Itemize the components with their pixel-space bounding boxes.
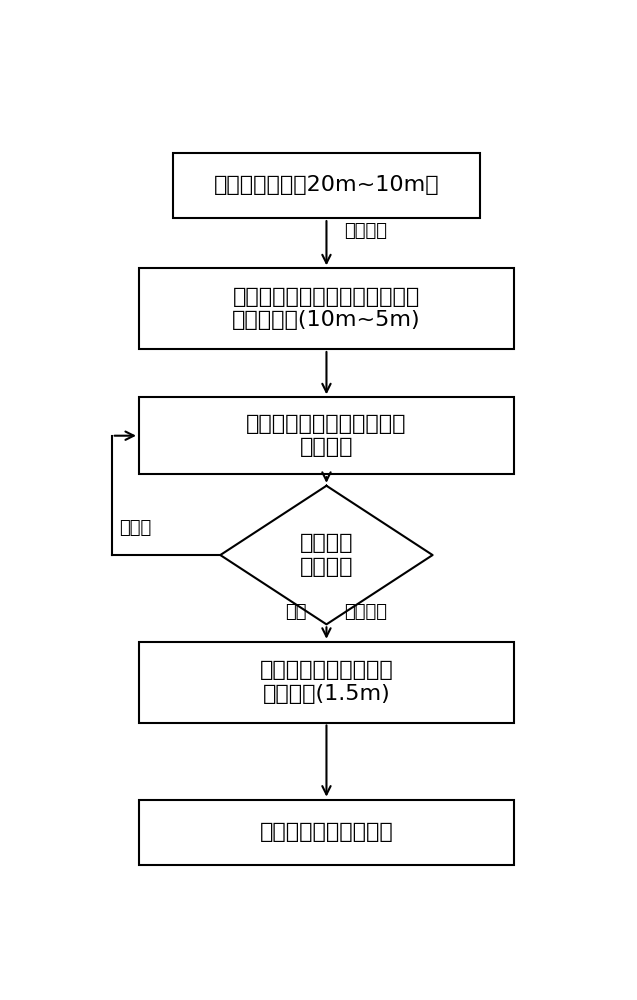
Text: 超前地质钻探（20m~10m）: 超前地质钻探（20m~10m）: [213, 175, 440, 195]
Bar: [139, 642, 514, 723]
Bar: [139, 397, 514, 474]
Text: 液态二氧化碳相变致裂孔与瓦斯
抽采孔施工(10m~5m): 液态二氧化碳相变致裂孔与瓦斯 抽采孔施工(10m~5m): [232, 287, 421, 330]
Bar: [139, 268, 514, 349]
Text: 瓦斯抽采
效果检验: 瓦斯抽采 效果检验: [300, 533, 353, 577]
Text: 液态二氧化碳相变致裂
爆破揭煤(1.5m): 液态二氧化碳相变致裂 爆破揭煤(1.5m): [260, 660, 393, 704]
Bar: [173, 153, 480, 218]
Text: 不通过: 不通过: [119, 519, 152, 537]
Text: 装岩、清理，进入煤层: 装岩、清理，进入煤层: [260, 822, 393, 842]
Bar: [139, 800, 514, 865]
Text: 通过: 通过: [285, 603, 307, 621]
Text: 巷道掘进: 巷道掘进: [344, 603, 387, 621]
Text: 液态二氧化碳相变致裂增透
瓦斯抽采: 液态二氧化碳相变致裂增透 瓦斯抽采: [247, 414, 406, 457]
Text: 巷道掘进: 巷道掘进: [344, 222, 387, 240]
